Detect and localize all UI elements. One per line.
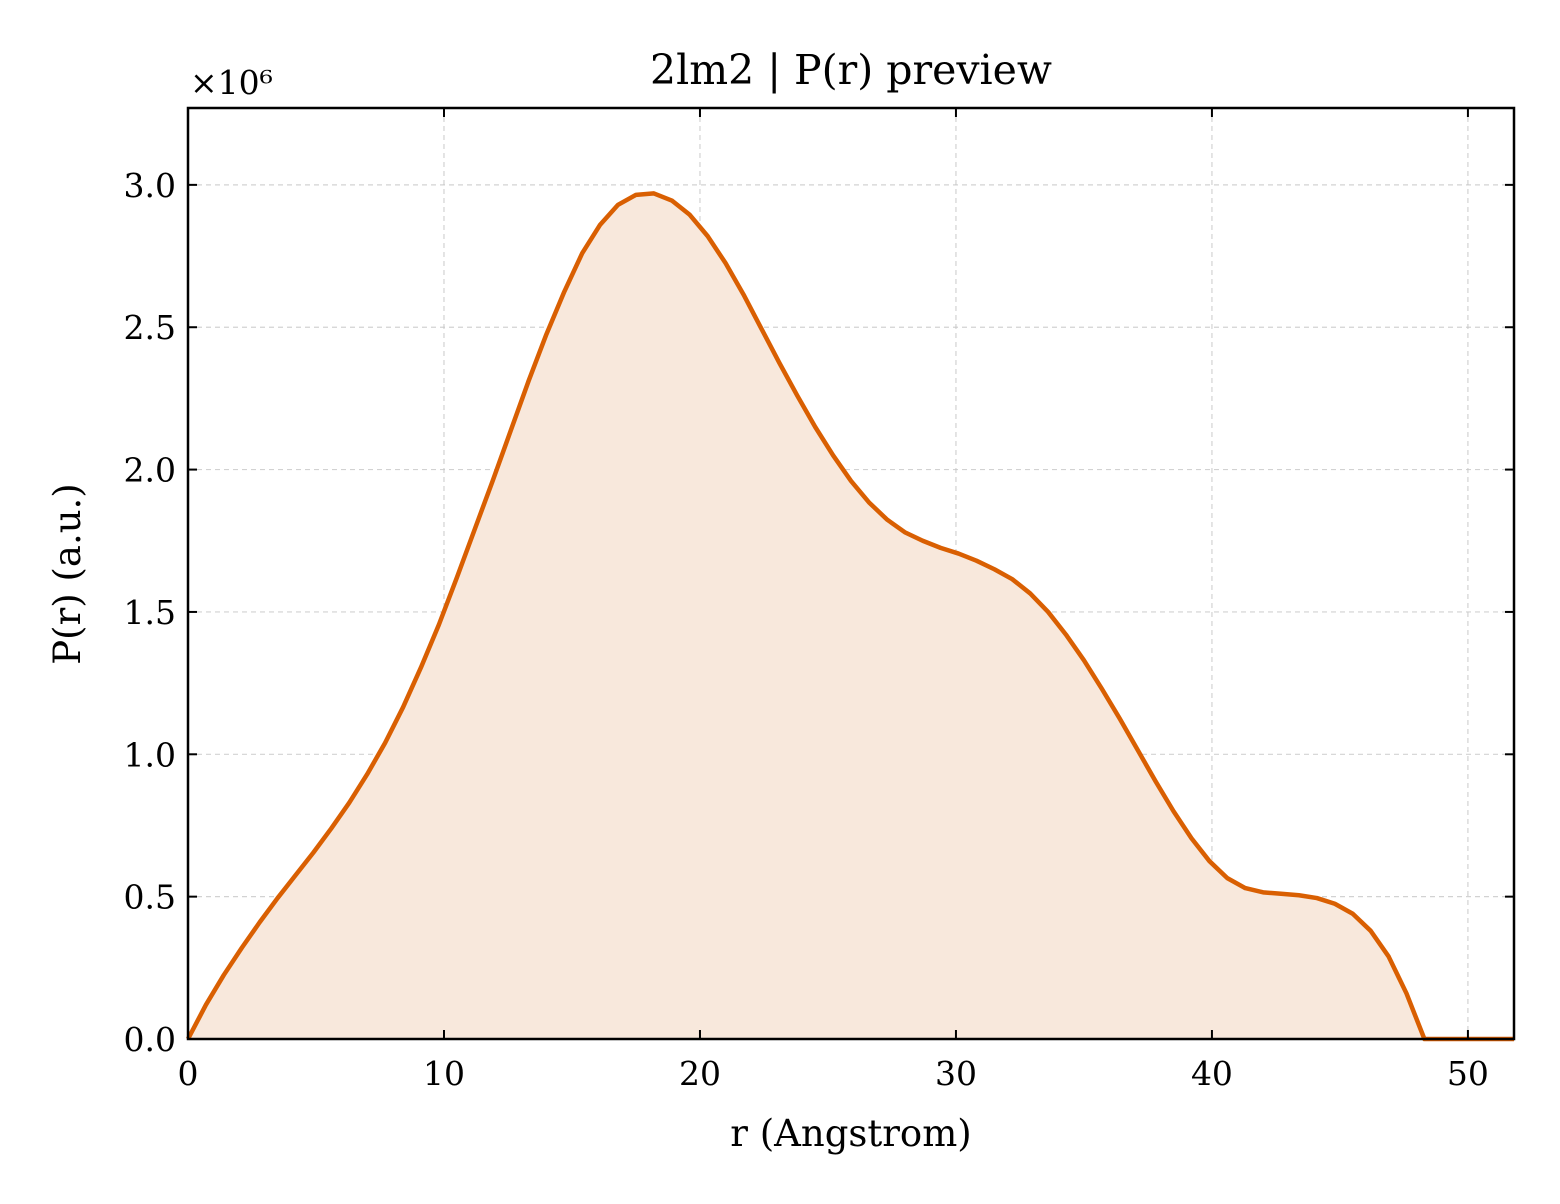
y-tick-label: 3.0 xyxy=(124,166,176,205)
x-tick-label: 40 xyxy=(1191,1054,1233,1093)
x-tick-label: 10 xyxy=(423,1054,465,1093)
plot-frame xyxy=(186,106,1516,1041)
x-tick-label: 50 xyxy=(1447,1054,1489,1093)
y-tick-label: 0.0 xyxy=(124,1020,176,1059)
y-tick-label: 2.5 xyxy=(124,308,176,347)
y-tick-label: 2.0 xyxy=(124,451,176,490)
x-axis-label: r (Angstrom) xyxy=(730,1112,971,1155)
series-line xyxy=(186,191,1514,1042)
x-tick-label: 30 xyxy=(935,1054,977,1093)
y-tick-label: 1.5 xyxy=(124,593,176,632)
y-multiplier-label: ×10⁶ xyxy=(190,63,273,102)
x-tick-label: 0 xyxy=(178,1054,199,1093)
area-fill xyxy=(188,193,1514,1039)
y-tick-label: 0.5 xyxy=(124,878,176,917)
y-axis-label: P(r) (a.u.) xyxy=(46,483,89,665)
y-tick-label: 1.0 xyxy=(124,735,176,774)
chart-title: 2lm2 | P(r) preview xyxy=(650,46,1052,94)
tick-layer: 0 10 20 30 40 50 0.0 0.5 1.0 1.5 2.0 2.5 3.0 xyxy=(124,108,1514,1093)
x-tick-label: 20 xyxy=(679,1054,721,1093)
